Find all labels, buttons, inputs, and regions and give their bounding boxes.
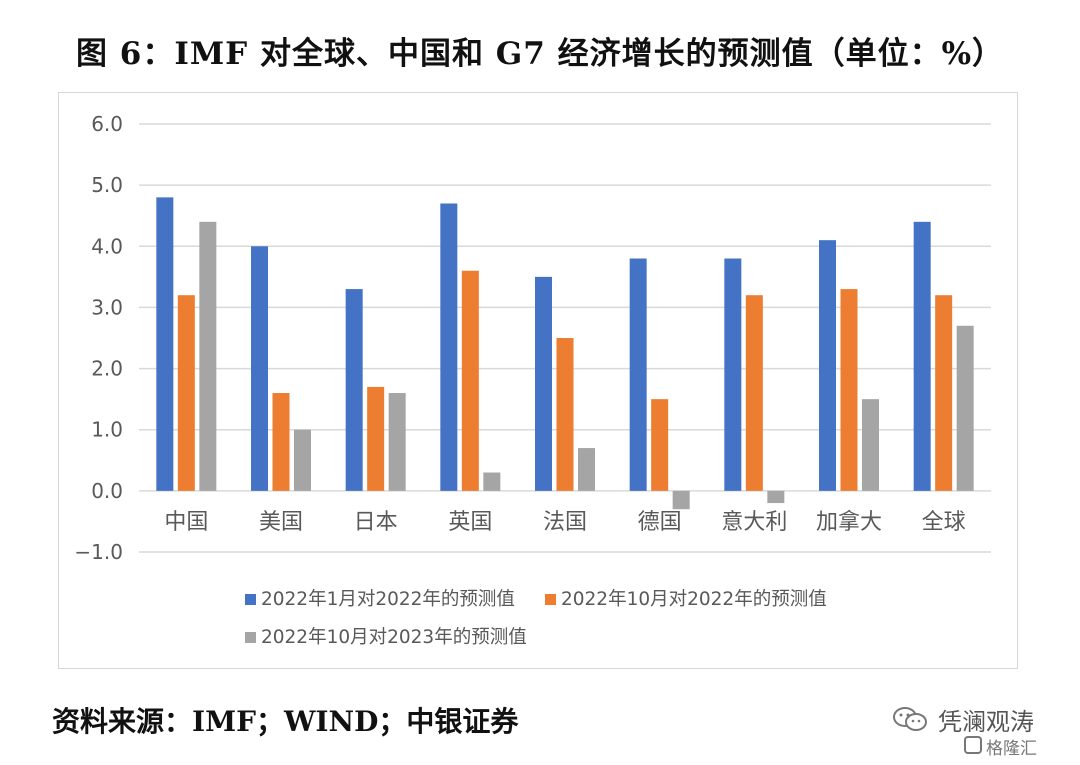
source-note: 资料来源：IMF；WIND；中银证券 [52, 705, 519, 738]
bar [345, 289, 363, 491]
y-tick-label: 5.0 [91, 173, 123, 197]
bar [578, 448, 595, 491]
x-tick-label: 中国 [164, 510, 208, 535]
bar [272, 393, 290, 491]
bar [629, 258, 647, 491]
x-tick-label: 全球 [922, 510, 966, 535]
bar [388, 393, 406, 491]
bar [535, 276, 552, 491]
legend-label: 2022年10月对2023年的预测值 [261, 627, 527, 648]
watermark: 凭澜观涛 格隆汇 [888, 700, 1078, 764]
legend-swatch [245, 594, 256, 605]
bar [745, 295, 763, 491]
bar [819, 240, 836, 491]
legend-label: 2022年1月对2022年的预测值 [261, 589, 515, 610]
y-tick-label: 6.0 [91, 112, 123, 136]
x-tick-label: 法国 [543, 510, 587, 535]
bar [556, 338, 574, 491]
y-tick-label: 3.0 [91, 295, 123, 319]
y-tick-label: 0.0 [91, 479, 123, 503]
x-tick-label: 英国 [448, 510, 492, 535]
bar [956, 325, 974, 491]
bar [935, 295, 953, 491]
x-tick-label: 日本 [354, 510, 398, 535]
bar [294, 429, 311, 491]
bar [651, 399, 669, 491]
bar [251, 246, 268, 491]
chart-frame: 6.0 5.0 4.0 3.0 2.0 1.0 0.0 −1.0 中国 美国 日本 英国 法国 德国 意大利… [58, 92, 1018, 669]
bar [156, 197, 174, 491]
watermark-sub: 格隆汇 [986, 739, 1037, 759]
bar [840, 289, 858, 491]
bar [483, 472, 501, 491]
bar-chart: 6.0 5.0 4.0 3.0 2.0 1.0 0.0 −1.0 中国 美国 日本 英国 法国 德国 意大利… [74, 112, 991, 648]
x-tick-label: 美国 [259, 510, 303, 535]
legend-swatch [245, 632, 256, 643]
x-tick-label: 德国 [638, 510, 682, 535]
y-tick-label: 4.0 [91, 234, 123, 258]
y-tick-label: −1.0 [74, 540, 123, 564]
bar [367, 386, 385, 491]
x-tick-label: 意大利 [721, 510, 787, 535]
bar [672, 490, 690, 510]
figure-title: 图 6：IMF 对全球、中国和 G7 经济增长的预测值（单位：%） [75, 36, 1005, 72]
wechat-icon [893, 707, 927, 731]
bar [440, 203, 458, 491]
bar [724, 258, 742, 491]
watermark-name: 凭澜观涛 [938, 708, 1034, 736]
legend-swatch [545, 594, 556, 605]
y-tick-label: 1.0 [91, 418, 123, 442]
bar [177, 295, 195, 491]
y-tick-label: 2.0 [91, 357, 123, 381]
bar [913, 221, 931, 491]
bar [767, 490, 785, 504]
gelonghui-logo-icon [964, 736, 982, 754]
bar [199, 221, 217, 491]
bar [461, 270, 479, 491]
bar [862, 399, 879, 491]
x-tick-label: 加拿大 [816, 509, 882, 535]
legend-label: 2022年10月对2022年的预测值 [561, 589, 827, 610]
